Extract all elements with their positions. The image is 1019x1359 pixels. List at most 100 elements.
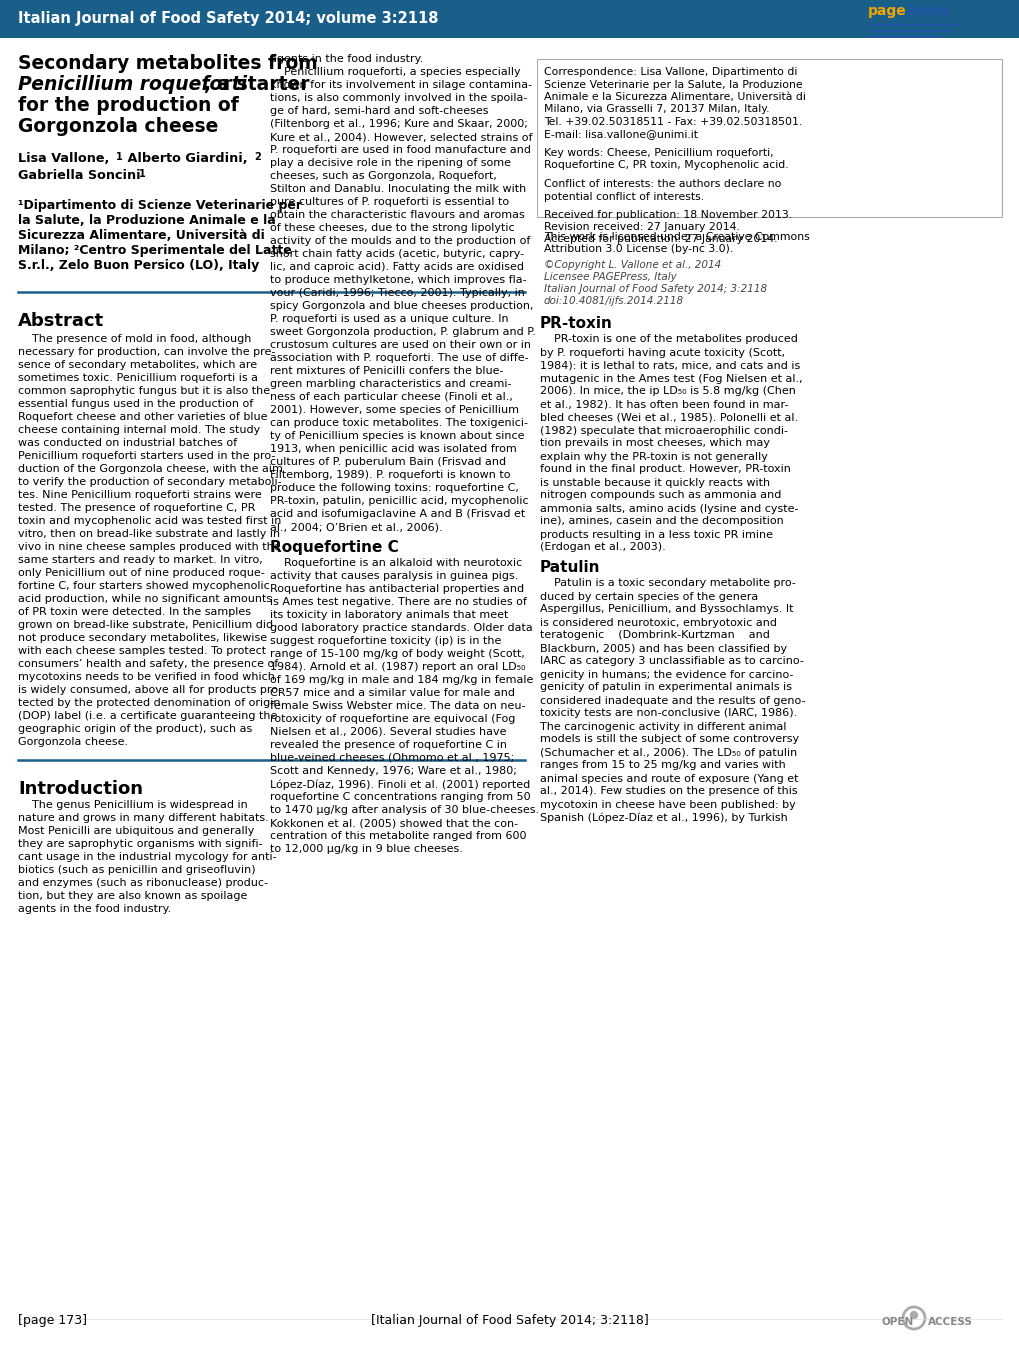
Text: 2001). However, some species of Penicillium: 2001). However, some species of Penicill…: [270, 405, 519, 414]
Text: known for its involvement in silage contamina-: known for its involvement in silage cont…: [270, 80, 532, 90]
Text: 1: 1: [116, 152, 122, 162]
Text: Introduction: Introduction: [18, 780, 143, 798]
Text: of these cheeses, due to the strong lipolytic: of these cheeses, due to the strong lipo…: [270, 223, 515, 232]
Text: P. roqueforti are used in food manufacture and: P. roqueforti are used in food manufactu…: [270, 145, 531, 155]
Text: was conducted on industrial batches of: was conducted on industrial batches of: [18, 438, 236, 448]
Text: short chain fatty acids (acetic, butyric, capry-: short chain fatty acids (acetic, butyric…: [270, 249, 524, 260]
Text: geographic origin of the product), such as: geographic origin of the product), such …: [18, 724, 252, 734]
Text: Gabriella Soncini: Gabriella Soncini: [18, 169, 141, 182]
Text: of PR toxin were detected. In the samples: of PR toxin were detected. In the sample…: [18, 607, 251, 617]
Text: cultures of P. puberulum Bain (Frisvad and: cultures of P. puberulum Bain (Frisvad a…: [270, 457, 505, 467]
Text: play a decisive role in the ripening of some: play a decisive role in the ripening of …: [270, 158, 511, 169]
Text: vitro, then on bread-like substrate and lastly in: vitro, then on bread-like substrate and …: [18, 529, 280, 540]
Text: essential fungus used in the production of: essential fungus used in the production …: [18, 400, 253, 409]
Text: (Schumacher et al., 2006). The LD₅₀ of patulin: (Schumacher et al., 2006). The LD₅₀ of p…: [539, 747, 797, 757]
Text: mutagenic in the Ames test (Fog Nielsen et al.,: mutagenic in the Ames test (Fog Nielsen …: [539, 374, 802, 383]
Text: sometimes toxic. Penicillium roqueforti is a: sometimes toxic. Penicillium roqueforti …: [18, 372, 258, 383]
Text: by P. roqueforti having acute toxicity (Scott,: by P. roqueforti having acute toxicity (…: [539, 348, 785, 357]
Text: tested. The presence of roquefortine C, PR: tested. The presence of roquefortine C, …: [18, 503, 255, 512]
Text: agents in the food industry.: agents in the food industry.: [270, 54, 423, 64]
Text: bled cheeses (Wei et al., 1985). Polonelli et al.: bled cheeses (Wei et al., 1985). Polonel…: [539, 413, 797, 423]
Text: can produce toxic metabolites. The toxigenici-: can produce toxic metabolites. The toxig…: [270, 419, 528, 428]
Text: grown on bread-like substrate, Penicillium did: grown on bread-like substrate, Penicilli…: [18, 620, 273, 631]
Text: Penicillium roqueforti, a species especially: Penicillium roqueforti, a species especi…: [270, 67, 520, 77]
Text: is widely consumed, above all for products pro-: is widely consumed, above all for produc…: [18, 685, 282, 694]
Text: necessary for production, can involve the pre-: necessary for production, can involve th…: [18, 347, 275, 357]
Text: (Erdogan et al., 2003).: (Erdogan et al., 2003).: [539, 542, 665, 553]
Text: ness of each particular cheese (Finoli et al.,: ness of each particular cheese (Finoli e…: [270, 391, 513, 402]
Text: [Italian Journal of Food Safety 2014; 3:2118]: [Italian Journal of Food Safety 2014; 3:…: [371, 1314, 648, 1326]
Text: The presence of mold in food, although: The presence of mold in food, although: [18, 334, 251, 344]
Text: spicy Gorgonzola and blue cheeses production,: spicy Gorgonzola and blue cheeses produc…: [270, 300, 533, 311]
Text: suggest roquefortine toxicity (ip) is in the: suggest roquefortine toxicity (ip) is in…: [270, 636, 501, 646]
Text: toxicity tests are non-conclusive (IARC, 1986).: toxicity tests are non-conclusive (IARC,…: [539, 708, 797, 719]
Text: Roquefortine has antibacterial properties and: Roquefortine has antibacterial propertie…: [270, 584, 524, 594]
Text: is unstable because it quickly reacts with: is unstable because it quickly reacts wi…: [539, 477, 769, 488]
Text: roquefortine C concentrations ranging from 50: roquefortine C concentrations ranging fr…: [270, 792, 530, 802]
Text: Patulin is a toxic secondary metabolite pro-: Patulin is a toxic secondary metabolite …: [539, 579, 795, 588]
Text: PR-toxin: PR-toxin: [539, 317, 612, 332]
Text: genicity in humans; the evidence for carcino-: genicity in humans; the evidence for car…: [539, 670, 793, 680]
Text: Gorgonzola cheese: Gorgonzola cheese: [18, 117, 218, 136]
Text: Most Penicilli are ubiquitous and generally: Most Penicilli are ubiquitous and genera…: [18, 826, 254, 836]
Text: Conflict of interests: the authors declare no: Conflict of interests: the authors decla…: [543, 179, 781, 189]
Text: animal species and route of exposure (Yang et: animal species and route of exposure (Ya…: [539, 773, 798, 784]
Text: ranges from 15 to 25 mg/kg and varies with: ranges from 15 to 25 mg/kg and varies wi…: [539, 761, 785, 771]
Text: pure cultures of P. roqueforti is essential to: pure cultures of P. roqueforti is essent…: [270, 197, 508, 207]
Text: tes. Nine Penicillium roqueforti strains were: tes. Nine Penicillium roqueforti strains…: [18, 491, 262, 500]
Text: Accepted for publication: 27 January 2014.: Accepted for publication: 27 January 201…: [543, 235, 776, 245]
Text: Tel. +39.02.50318511 - Fax: +39.02.50318501.: Tel. +39.02.50318511 - Fax: +39.02.50318…: [543, 117, 802, 126]
Text: cheeses, such as Gorgonzola, Roquefort,: cheeses, such as Gorgonzola, Roquefort,: [270, 171, 496, 181]
Text: lic, and caproic acid). Fatty acids are oxidised: lic, and caproic acid). Fatty acids are …: [270, 262, 524, 272]
Bar: [0, 0, 1019, 38]
Text: (Filtenborg et al., 1996; Kure and Skaar, 2000;: (Filtenborg et al., 1996; Kure and Skaar…: [270, 120, 528, 129]
Text: nature and grows in many different habitats.: nature and grows in many different habit…: [18, 813, 268, 824]
Text: ge of hard, semi-hard and soft-cheeses: ge of hard, semi-hard and soft-cheeses: [270, 106, 488, 116]
Text: sence of secondary metabolites, which are: sence of secondary metabolites, which ar…: [18, 360, 257, 370]
Text: et al., 1982). It has often been found in mar-: et al., 1982). It has often been found i…: [539, 400, 788, 409]
Text: ©Copyright L. Vallone et al., 2014: ©Copyright L. Vallone et al., 2014: [543, 261, 720, 270]
Text: Milano, via Grasselli 7, 20137 Milan, Italy.: Milano, via Grasselli 7, 20137 Milan, It…: [543, 105, 768, 114]
Text: nitrogen compounds such as ammonia and: nitrogen compounds such as ammonia and: [539, 491, 781, 500]
Text: CR57 mice and a similar value for male and: CR57 mice and a similar value for male a…: [270, 688, 515, 699]
Text: Italian Journal of Food Safety 2014; 3:2118: Italian Journal of Food Safety 2014; 3:2…: [543, 284, 766, 295]
Text: 2006). In mice, the ip LD₅₀ is 5.8 mg/kg (Chen: 2006). In mice, the ip LD₅₀ is 5.8 mg/kg…: [539, 386, 795, 397]
Text: duced by certain species of the genera: duced by certain species of the genera: [539, 591, 757, 602]
Text: Gorgonzola cheese.: Gorgonzola cheese.: [18, 737, 128, 747]
Text: sweet Gorgonzola production, P. glabrum and P.: sweet Gorgonzola production, P. glabrum …: [270, 328, 535, 337]
Text: doi:10.4081/ijfs.2014.2118: doi:10.4081/ijfs.2014.2118: [543, 296, 684, 307]
Text: biotics (such as penicillin and griseofluvin): biotics (such as penicillin and griseofl…: [18, 864, 256, 875]
Text: its toxicity in laboratory animals that meet: its toxicity in laboratory animals that …: [270, 610, 507, 620]
Text: Secondary metabolites from: Secondary metabolites from: [18, 54, 318, 73]
Text: Alberto Giardini,: Alberto Giardini,: [123, 152, 248, 164]
Text: and enzymes (such as ribonuclease) produc-: and enzymes (such as ribonuclease) produ…: [18, 878, 268, 887]
Text: [page 173]: [page 173]: [18, 1314, 87, 1326]
Text: (DOP) label (i.e. a certificate guaranteeing the: (DOP) label (i.e. a certificate guarante…: [18, 711, 277, 722]
Text: produce the following toxins: roquefortine C,: produce the following toxins: roqueforti…: [270, 482, 519, 493]
Text: 1913, when penicillic acid was isolated from: 1913, when penicillic acid was isolated …: [270, 444, 517, 454]
Text: Scienze Veterinarie per la Salute, la Produzione: Scienze Veterinarie per la Salute, la Pr…: [543, 79, 802, 90]
Text: al., 2014). Few studies on the presence of this: al., 2014). Few studies on the presence …: [539, 787, 797, 796]
Text: to verify the production of secondary metaboli-: to verify the production of secondary me…: [18, 477, 281, 487]
Text: for the production of: for the production of: [18, 96, 238, 116]
Text: acid production, while no significant amounts: acid production, while no significant am…: [18, 594, 272, 603]
Text: green marbling characteristics and creami-: green marbling characteristics and cream…: [270, 379, 511, 389]
Text: mycotoxins needs to be verified in food which: mycotoxins needs to be verified in food …: [18, 671, 274, 682]
Text: Abstract: Abstract: [18, 313, 104, 330]
Text: IARC as category 3 unclassifiable as to carcino-: IARC as category 3 unclassifiable as to …: [539, 656, 803, 666]
Text: mycotoxin in cheese have been published: by: mycotoxin in cheese have been published:…: [539, 799, 795, 810]
Text: with each cheese samples tested. To protect: with each cheese samples tested. To prot…: [18, 646, 266, 656]
Text: Attribution 3.0 License (by-nc 3.0).: Attribution 3.0 License (by-nc 3.0).: [543, 245, 733, 254]
Text: press: press: [907, 4, 950, 18]
Text: , a starter: , a starter: [204, 75, 310, 94]
Text: tected by the protected denomination of origin: tected by the protected denomination of …: [18, 699, 280, 708]
Text: vivo in nine cheese samples produced with the: vivo in nine cheese samples produced wit…: [18, 542, 280, 552]
Text: PR-toxin, patulin, penicillic acid, mycophenolic: PR-toxin, patulin, penicillic acid, myco…: [270, 496, 528, 506]
Text: tions, is also commonly involved in the spoila-: tions, is also commonly involved in the …: [270, 92, 527, 103]
Text: Received for publication: 18 November 2013.: Received for publication: 18 November 20…: [543, 209, 792, 220]
Text: Stilton and Danablu. Inoculating the milk with: Stilton and Danablu. Inoculating the mil…: [270, 183, 526, 194]
Text: cheese containing internal mold. The study: cheese containing internal mold. The stu…: [18, 425, 260, 435]
Text: Patulin: Patulin: [539, 560, 600, 575]
Text: OPEN: OPEN: [881, 1317, 913, 1326]
Text: Roquefortine is an alkaloid with neurotoxic: Roquefortine is an alkaloid with neuroto…: [270, 559, 522, 568]
